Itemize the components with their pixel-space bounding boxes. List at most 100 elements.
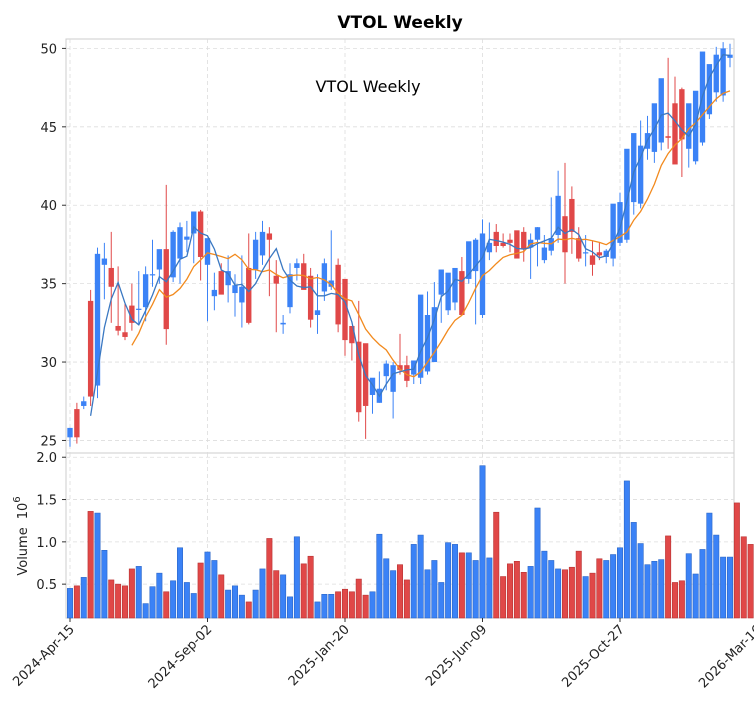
candle-body xyxy=(294,263,300,268)
volume-bar xyxy=(232,585,238,619)
volume-bar xyxy=(135,566,142,619)
volume-bar xyxy=(507,563,513,619)
ma-long-line xyxy=(131,90,731,378)
volume-bar xyxy=(383,558,390,619)
volume-bar xyxy=(589,572,596,619)
volume-bar xyxy=(252,589,259,619)
candle-body xyxy=(191,211,197,234)
candle-body xyxy=(115,325,121,331)
volume-bar xyxy=(438,582,445,619)
candle-body xyxy=(149,274,156,276)
candle-body xyxy=(225,271,231,286)
volume-axis-label: Volume 106 xyxy=(12,496,31,575)
candle-body xyxy=(679,89,685,140)
candle-body xyxy=(472,239,479,272)
candle-body xyxy=(507,239,513,243)
candle-body xyxy=(500,242,506,246)
volume-bar xyxy=(149,586,156,619)
candle-body xyxy=(404,365,410,381)
candle-body xyxy=(204,238,211,265)
candle-body xyxy=(672,103,678,165)
candle-body xyxy=(177,227,183,259)
volume-bar xyxy=(183,582,190,619)
volume-bar xyxy=(596,558,603,619)
volume-bar xyxy=(142,603,149,619)
volume-bar xyxy=(582,576,589,619)
candle-body xyxy=(163,249,169,330)
candle-body xyxy=(727,54,733,58)
price-tick-label: 35 xyxy=(40,278,57,293)
volume-bar xyxy=(101,550,108,619)
volume-bar xyxy=(651,561,658,619)
volume-bar xyxy=(328,594,335,619)
candle-body xyxy=(246,267,252,323)
candle-body xyxy=(122,332,128,337)
volume-bar xyxy=(685,553,692,619)
volume-bar xyxy=(122,585,128,619)
volume-bar xyxy=(397,564,403,619)
candle-body xyxy=(631,133,637,203)
candle-body xyxy=(521,231,527,250)
volume-bar xyxy=(479,465,486,619)
candle-body xyxy=(569,198,575,232)
candle-body xyxy=(637,145,644,204)
candle-body xyxy=(417,294,424,378)
volume-bar xyxy=(94,512,101,619)
volume-bar xyxy=(259,568,266,619)
candle-body xyxy=(534,227,541,240)
candle-body xyxy=(287,274,293,308)
volume-bar xyxy=(87,511,94,619)
volume-bar xyxy=(665,535,672,619)
volume-bar xyxy=(211,560,218,619)
candle-body xyxy=(211,289,218,297)
volume-bar xyxy=(713,534,720,619)
volume-bar xyxy=(568,566,575,619)
candle-body xyxy=(67,427,73,438)
candle-body xyxy=(383,363,389,377)
date-tick-label: 2024-Apr-15 xyxy=(10,622,77,689)
candle-body xyxy=(617,202,623,243)
candle-body xyxy=(259,231,266,256)
candle-body xyxy=(321,263,328,292)
candle-body xyxy=(252,239,259,270)
grid-layer xyxy=(66,39,734,618)
volume-bar xyxy=(80,577,87,619)
candle-body xyxy=(466,241,472,279)
volume-axis-label-sup: 6 xyxy=(12,496,23,502)
volume-tick-label: 1.0 xyxy=(36,536,57,551)
candle-body xyxy=(142,274,149,308)
candle-body xyxy=(692,90,699,162)
candle-body xyxy=(184,236,190,240)
volume-bar xyxy=(630,522,637,619)
volume-axis-label-exp: 10 xyxy=(16,503,31,520)
volume-bar xyxy=(465,552,472,619)
volume-bar xyxy=(520,572,527,619)
volume-bar xyxy=(156,572,163,619)
candle-body xyxy=(356,341,362,413)
candle-body xyxy=(603,250,609,257)
candle-body xyxy=(493,231,499,246)
moving-average-lines xyxy=(89,54,731,416)
volume-bar xyxy=(355,578,362,619)
volume-bar xyxy=(280,574,287,619)
volume-bar xyxy=(376,533,383,619)
candle-body xyxy=(665,136,671,138)
volume-bar xyxy=(67,588,73,619)
volume-bar xyxy=(362,594,369,619)
price-candles xyxy=(67,42,733,447)
date-tick-label: 2024-Sep-02 xyxy=(146,622,216,692)
candle-body xyxy=(170,231,176,278)
candle-body xyxy=(342,278,348,341)
candle-body xyxy=(424,315,431,372)
volume-bar xyxy=(163,591,170,619)
volume-bar xyxy=(527,566,534,619)
price-tick-label: 45 xyxy=(40,121,57,136)
volume-bar xyxy=(170,580,177,619)
volume-bar xyxy=(727,556,733,619)
price-tick-label: 30 xyxy=(40,356,57,371)
volume-bar xyxy=(197,562,204,619)
volume-bar xyxy=(218,574,225,619)
candle-body xyxy=(301,263,307,290)
volume-bar xyxy=(238,594,245,619)
volume-bar xyxy=(321,594,328,619)
